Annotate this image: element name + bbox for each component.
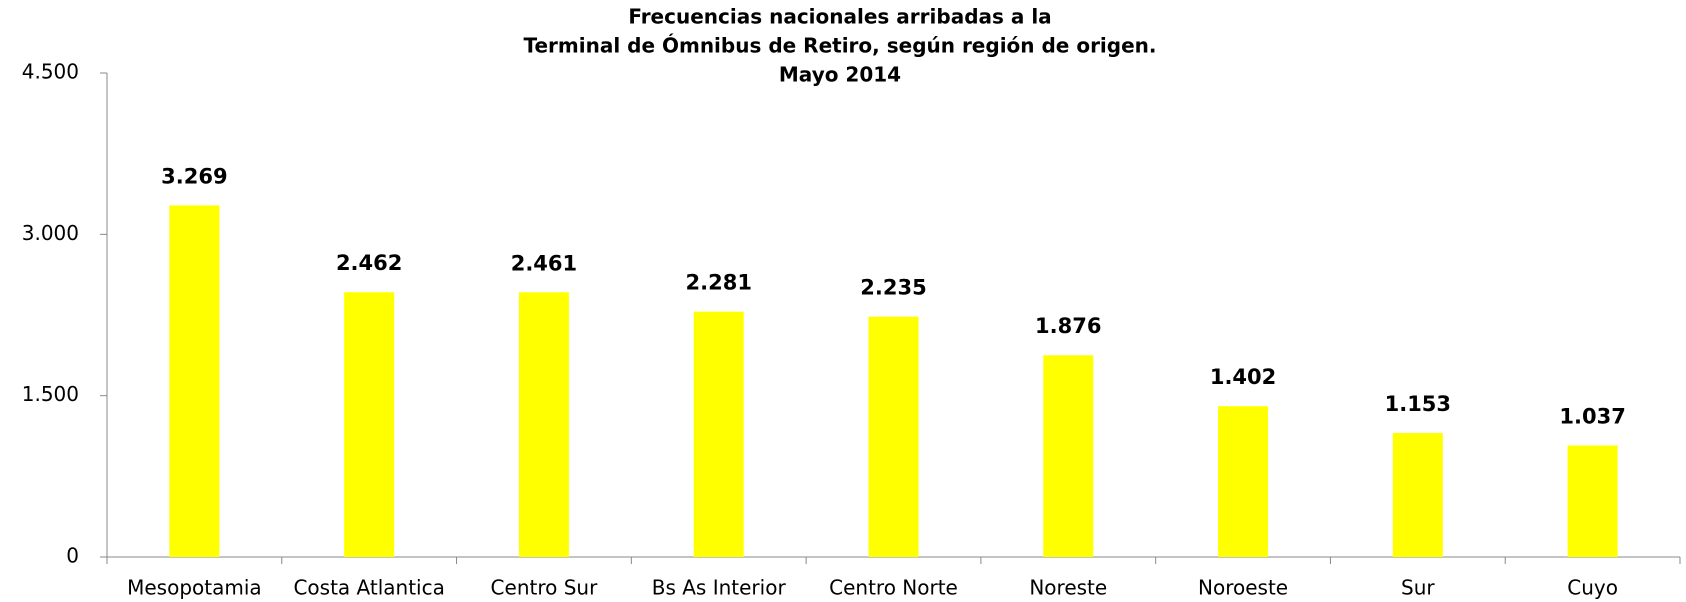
data-label: 2.461 (511, 251, 577, 275)
y-tick-label: 0 (66, 544, 79, 568)
x-tick-label: Noreste (1029, 576, 1107, 600)
y-tick-label: 4.500 (22, 60, 79, 84)
bar (1392, 432, 1443, 557)
bar (344, 292, 395, 557)
data-label: 2.281 (686, 271, 752, 295)
bar (1218, 406, 1269, 557)
data-label: 3.269 (161, 164, 227, 188)
bar (868, 316, 919, 557)
bar (1567, 445, 1618, 557)
data-label: 2.235 (860, 276, 926, 300)
chart-title: Mayo 2014 (779, 63, 901, 87)
chart-title: Terminal de Ómnibus de Retiro, según reg… (523, 34, 1156, 58)
x-tick-label: Centro Norte (829, 576, 958, 600)
y-tick-label: 1.500 (22, 382, 79, 406)
chart-title: Frecuencias nacionales arribadas a la (628, 5, 1051, 29)
x-tick-label: Costa Atlantica (293, 576, 444, 600)
bar (169, 205, 220, 558)
bar (693, 311, 744, 557)
x-tick-label: Mesopotamia (127, 576, 262, 600)
data-label: 1.876 (1035, 314, 1101, 338)
data-label: 1.037 (1559, 404, 1625, 428)
data-label: 1.402 (1210, 365, 1276, 389)
bar (1043, 355, 1094, 557)
x-tick-label: Sur (1401, 576, 1435, 600)
y-tick-label: 3.000 (22, 221, 79, 245)
data-label: 1.153 (1385, 392, 1451, 416)
x-tick-label: Cuyo (1567, 576, 1618, 600)
x-tick-label: Noroeste (1198, 576, 1288, 600)
x-tick-label: Bs As Interior (652, 576, 787, 600)
bar (518, 292, 569, 557)
data-label: 2.462 (336, 251, 402, 275)
x-tick-label: Centro Sur (491, 576, 599, 600)
